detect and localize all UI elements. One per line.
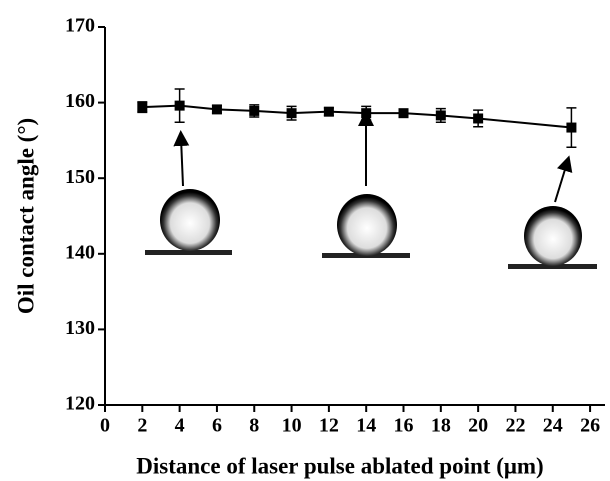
- marker: [361, 108, 372, 119]
- marker: [473, 113, 484, 124]
- marker: [211, 104, 222, 115]
- y-axis-label: Oil contact angle (°): [13, 118, 38, 314]
- x-tick-label: 26: [580, 415, 600, 437]
- marker: [174, 100, 185, 111]
- x-tick-label: 0: [100, 415, 110, 437]
- droplet-images: [145, 110, 597, 269]
- y-tick-label: 160: [65, 90, 95, 112]
- x-tick-label: 10: [282, 415, 302, 437]
- x-tick-label: 24: [543, 415, 563, 437]
- x-axis-label: Distance of laser pulse ablated point (μ…: [136, 453, 543, 478]
- x-tick-label: 6: [212, 415, 222, 437]
- x-tick-label: 2: [137, 415, 147, 437]
- x-tick-label: 8: [249, 415, 259, 437]
- x-tick-label: 20: [468, 415, 488, 437]
- marker: [286, 108, 297, 119]
- marker: [323, 106, 334, 117]
- y-tick-label: 130: [65, 317, 95, 339]
- x-tick-label: 12: [319, 415, 339, 437]
- y-tick-label: 120: [65, 393, 95, 415]
- marker: [137, 102, 148, 113]
- y-tick-label: 140: [65, 241, 95, 263]
- x-tick-label: 22: [505, 415, 525, 437]
- data-line: [142, 104, 572, 129]
- marker: [566, 122, 577, 133]
- marker: [435, 110, 446, 121]
- x-tick-label: 14: [356, 415, 376, 437]
- y-tick-label: 170: [65, 15, 95, 37]
- marker: [249, 105, 260, 116]
- x-tick-label: 18: [431, 415, 451, 437]
- x-tick-label: 4: [175, 415, 185, 437]
- x-tick-label: 16: [394, 415, 414, 437]
- marker: [398, 108, 409, 119]
- y-tick-label: 150: [65, 166, 95, 188]
